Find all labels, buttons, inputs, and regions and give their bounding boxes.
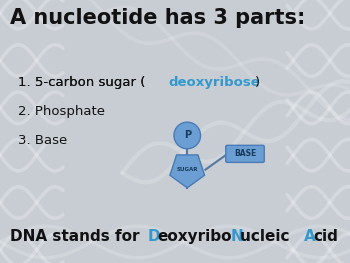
Text: eoxyribo: eoxyribo (157, 229, 232, 244)
Text: ucleic: ucleic (240, 229, 294, 244)
Text: 1. 5-carbon sugar (: 1. 5-carbon sugar ( (18, 76, 145, 89)
Ellipse shape (174, 122, 201, 149)
Text: A: A (304, 229, 316, 244)
Text: A nucleotide has 3 parts:: A nucleotide has 3 parts: (10, 8, 306, 28)
Text: SUGAR: SUGAR (176, 167, 198, 172)
FancyBboxPatch shape (226, 145, 264, 163)
Text: deoxyribose: deoxyribose (168, 76, 260, 89)
Text: ): ) (255, 76, 260, 89)
Text: 2. Phosphate: 2. Phosphate (18, 105, 105, 118)
Text: 1. 5-carbon sugar (deoxyribose): 1. 5-carbon sugar (deoxyribose) (18, 76, 231, 89)
Text: 3. Base: 3. Base (18, 134, 67, 147)
Text: D: D (148, 229, 161, 244)
Text: 1. 5-carbon sugar (: 1. 5-carbon sugar ( (18, 76, 145, 89)
Text: N: N (231, 229, 243, 244)
Text: DNA stands for: DNA stands for (10, 229, 145, 244)
Polygon shape (170, 155, 204, 188)
Text: BASE: BASE (234, 149, 256, 158)
Text: P: P (184, 130, 191, 140)
Text: cid: cid (313, 229, 338, 244)
